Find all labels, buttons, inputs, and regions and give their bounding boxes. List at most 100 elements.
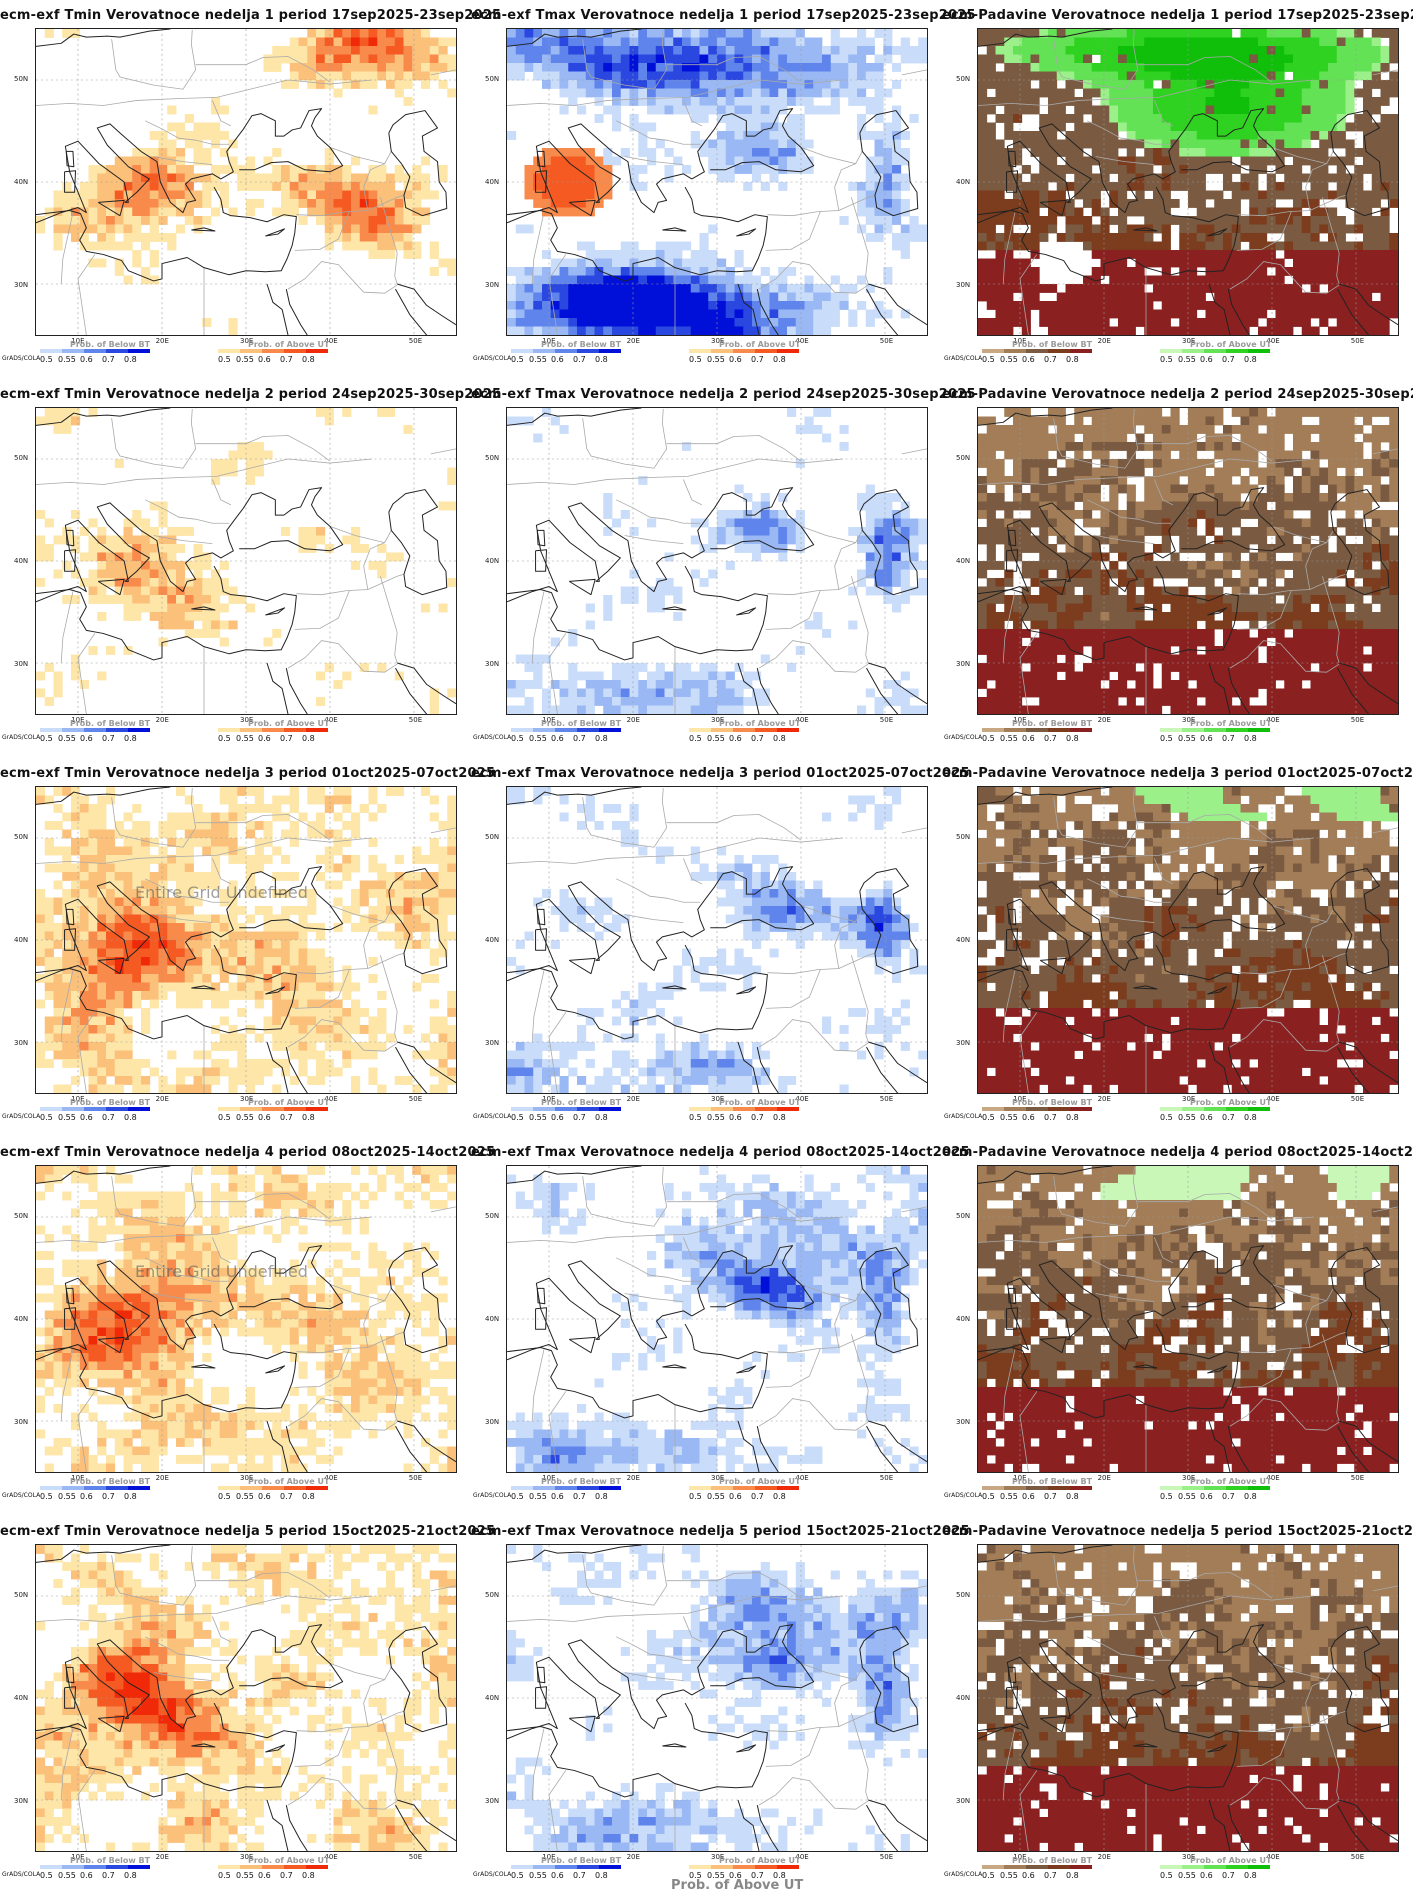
above-legend-bar	[689, 1107, 799, 1111]
above-legend-swatch	[284, 349, 306, 353]
map-canvas	[36, 408, 456, 714]
legend-tick-label: 0.7	[1222, 734, 1235, 743]
legend-tick-label: 0.55	[707, 355, 725, 364]
coastline	[395, 1804, 428, 1851]
country-border	[1002, 1728, 1016, 1801]
legend-tick-label: 0.55	[58, 1492, 76, 1501]
legend-tick-label: 0.5	[689, 734, 702, 743]
below-legend-swatch	[128, 1486, 150, 1490]
above-legend-swatch	[306, 1486, 328, 1490]
forecast-panel-tmin-week4: ecm-exf Tmin Verovatnoce nedelja 4 perio…	[0, 1137, 495, 1516]
country-border	[800, 525, 863, 544]
above-legend-bar	[218, 728, 328, 732]
country-border	[1053, 29, 1139, 90]
legend-tick-label: 0.55	[1178, 734, 1196, 743]
map-frame	[35, 1165, 457, 1473]
legend-tick-label: 0.55	[529, 734, 547, 743]
country-border	[145, 120, 230, 145]
coastline	[866, 288, 899, 335]
above-legend-swatch	[777, 1865, 799, 1869]
longitude-label: 20E	[626, 716, 640, 724]
country-border	[1087, 878, 1172, 903]
below-legend-swatch	[533, 1486, 555, 1490]
below-legend-swatch	[533, 1107, 555, 1111]
grads-credit: GrADS/COLA	[473, 355, 512, 362]
graticule	[36, 408, 456, 714]
above-legend-swatch	[1226, 349, 1248, 353]
below-legend-swatch	[62, 1107, 84, 1111]
graticule	[36, 1545, 456, 1851]
legend-tick-label: 0.8	[1066, 1871, 1079, 1880]
country-border	[195, 814, 331, 841]
legend-tick-label: 0.6	[80, 734, 93, 743]
forecast-panel-precip-week1: ecm-Padavine Verovatnoce nedelja 1 perio…	[942, 0, 1413, 379]
above-legend-swatch	[755, 728, 777, 732]
country-border	[1372, 69, 1398, 76]
graticule	[507, 1545, 927, 1851]
country-border	[111, 1166, 197, 1227]
above-legend-bar	[1160, 1486, 1270, 1490]
below-legend-swatch	[62, 1486, 84, 1490]
country-border	[838, 1331, 876, 1348]
below-legend: Prob. of Below BT 0.5 0.55 0.6 0.7 0.8	[511, 1477, 641, 1511]
coastline	[1339, 1041, 1398, 1084]
panel-title: ecm-Padavine Verovatnoce nedelja 2 perio…	[942, 387, 1413, 402]
below-legend-swatch	[533, 349, 555, 353]
legend-tick-label: 0.6	[1200, 1871, 1213, 1880]
above-legend-swatch	[306, 1865, 328, 1869]
above-legend-swatch	[755, 1486, 777, 1490]
latitude-label: 30N	[14, 659, 29, 668]
above-legend-bar	[689, 1865, 799, 1869]
below-legend-bar	[40, 349, 150, 353]
legend-tick-label: 0.5	[1160, 355, 1173, 364]
legend-tick-label: 0.55	[1178, 1871, 1196, 1880]
coastline	[1330, 110, 1390, 217]
legend-tick-label: 0.7	[1044, 1492, 1057, 1501]
below-legend-bar	[982, 349, 1092, 353]
country-border	[430, 1585, 456, 1592]
coastline	[395, 667, 428, 714]
country-border	[1309, 1331, 1347, 1348]
coastline	[662, 227, 687, 232]
country-border	[666, 1572, 802, 1599]
country-border	[1229, 1777, 1340, 1810]
longitude-label: 20E	[1097, 1474, 1111, 1482]
country-border	[60, 212, 74, 285]
legend-tick-label: 0.5	[218, 1492, 231, 1501]
coastline	[1006, 1686, 1019, 1709]
map-canvas	[978, 787, 1398, 1093]
below-legend-swatch	[1026, 349, 1048, 353]
coastline	[1337, 1046, 1370, 1093]
latitude-label: 50N	[485, 1591, 500, 1600]
latitude-label: 50N	[14, 1212, 29, 1221]
forecast-panel-tmax-week3: ecm-exf Tmax Verovatnoce nedelja 3 perio…	[471, 758, 970, 1137]
above-legend-swatch	[1182, 1486, 1204, 1490]
map-frame	[35, 1544, 457, 1852]
coastline	[1227, 1046, 1250, 1093]
undefined-grid-notice: Entire Grid Undefined	[135, 883, 308, 902]
below-legend-swatch	[1048, 728, 1070, 732]
longitude-label: 50E	[408, 1853, 423, 1861]
country-border	[1321, 1713, 1340, 1801]
grads-credit: GrADS/COLA	[473, 734, 512, 741]
above-legend-title: Prob. of Above UT	[719, 1477, 801, 1486]
coastline	[1039, 199, 1067, 217]
coastline	[36, 866, 344, 982]
legend-tick-label: 0.7	[1044, 355, 1057, 364]
country-border	[287, 1398, 398, 1431]
longitude-label: 20E	[155, 337, 169, 345]
above-legend-title: Prob. of Above UT	[248, 1477, 330, 1486]
above-legend-swatch	[218, 349, 240, 353]
above-legend-swatch	[1204, 728, 1226, 732]
below-legend-swatch	[84, 728, 106, 732]
latitude-label: 50N	[956, 75, 971, 84]
below-legend-swatch	[1070, 1486, 1092, 1490]
longitude-label: 10E	[1013, 1095, 1027, 1103]
longitude-label: 50E	[879, 1474, 894, 1482]
below-legend-swatch	[106, 349, 128, 353]
longitude-label: 40E	[324, 716, 338, 724]
map-canvas	[36, 29, 456, 335]
below-legend-swatch	[1026, 1107, 1048, 1111]
above-legend-swatch	[711, 728, 733, 732]
